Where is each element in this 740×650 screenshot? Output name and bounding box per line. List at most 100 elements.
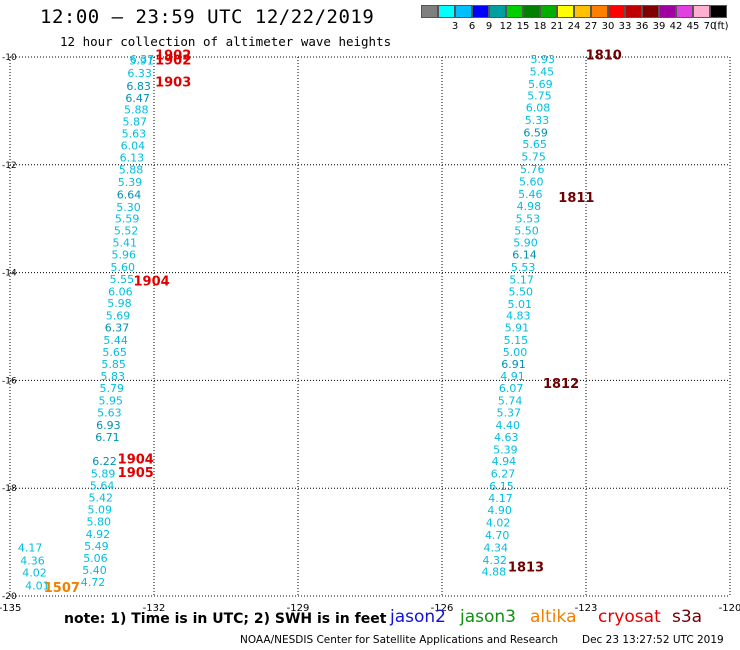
wave-height-value: 5.33 bbox=[525, 114, 550, 127]
wave-height-value: 5.46 bbox=[518, 188, 543, 201]
wave-height-value: 6.64 bbox=[117, 188, 142, 201]
wave-height-value: 5.42 bbox=[88, 491, 113, 504]
scale-label: 42 bbox=[669, 21, 683, 32]
wave-height-value: 5.50 bbox=[508, 285, 533, 298]
wave-height-value: 5.90 bbox=[513, 236, 538, 249]
wave-height-value: 5.01 bbox=[508, 298, 533, 311]
wave-height-value: 4.90 bbox=[487, 504, 512, 517]
wave-height-value: 5.69 bbox=[106, 310, 131, 323]
pass-time-label: 1507 bbox=[44, 581, 80, 596]
pass-time-label: 1903 bbox=[155, 75, 191, 90]
pass-time-label: 1902 bbox=[155, 54, 191, 69]
scale-label: 3 bbox=[451, 21, 459, 32]
wave-height-value: 4.40 bbox=[496, 419, 521, 432]
wave-height-value: 6.33 bbox=[127, 67, 152, 80]
scale-label: 12 bbox=[499, 21, 513, 32]
wave-height-value: 6.13 bbox=[120, 152, 145, 165]
wave-height-value: 5.06 bbox=[83, 552, 108, 565]
wave-height-value: 5.88 bbox=[119, 164, 144, 177]
wave-height-value: 6.22 bbox=[92, 455, 117, 468]
wave-height-value: 6.83 bbox=[126, 80, 151, 93]
wave-height-value: 5.95 bbox=[99, 394, 124, 407]
lon-tick-label: -123 bbox=[575, 603, 598, 614]
pass-time-label: 1904 bbox=[134, 275, 170, 290]
wave-height-value: 4.63 bbox=[494, 431, 519, 444]
wave-height-value: 5.39 bbox=[118, 176, 143, 189]
wave-height-value: 6.59 bbox=[523, 126, 548, 139]
scale-swatch bbox=[523, 5, 540, 18]
wave-height-value: 5.39 bbox=[493, 443, 518, 456]
wave-height-value: 6.07 bbox=[499, 382, 524, 395]
scale-swatch bbox=[557, 5, 574, 18]
scale-swatch bbox=[642, 5, 659, 18]
scale-swatch bbox=[506, 5, 523, 18]
scale-swatch bbox=[659, 5, 676, 18]
wave-height-value: 5.15 bbox=[504, 334, 529, 347]
scale-label: 24 bbox=[567, 21, 581, 32]
wave-height-value: 4.01 bbox=[25, 580, 50, 593]
lon-tick-label: -135 bbox=[0, 603, 21, 614]
wave-height-value: 5.53 bbox=[516, 213, 541, 226]
wave-height-value: 6.27 bbox=[491, 468, 516, 481]
wave-height-value: 6.71 bbox=[95, 431, 120, 444]
scale-swatch bbox=[489, 5, 506, 18]
wave-height-value: 5.69 bbox=[528, 78, 553, 91]
wave-height-value: 4.02 bbox=[22, 567, 47, 580]
wave-height-value: 5.91 bbox=[505, 322, 530, 335]
lon-tick-label: -129 bbox=[287, 603, 310, 614]
wave-height-value: 4.88 bbox=[482, 566, 507, 579]
wave-height-value: 5.89 bbox=[91, 468, 116, 481]
wave-height-value: 5.74 bbox=[498, 394, 523, 407]
scale-swatch bbox=[591, 5, 608, 18]
pass-time-label: 1904 bbox=[118, 453, 154, 468]
wave-height-value: 6.04 bbox=[121, 139, 146, 152]
wave-height-value: 5.45 bbox=[530, 65, 555, 78]
wave-height-value: 5.09 bbox=[88, 504, 113, 517]
wave-height-value: 4.34 bbox=[484, 541, 509, 554]
wave-height-value: 4.83 bbox=[506, 310, 531, 323]
wave-height-value: 4.70 bbox=[485, 529, 510, 542]
scale-swatch bbox=[540, 5, 557, 18]
wave-height-value: 5.59 bbox=[115, 213, 140, 226]
wave-height-value: 5.63 bbox=[97, 407, 122, 420]
scale-label: 15 bbox=[516, 21, 530, 32]
scale-swatch bbox=[438, 5, 455, 18]
wave-height-value: 6.47 bbox=[125, 92, 150, 105]
scale-label: 21 bbox=[550, 21, 564, 32]
wave-height-value: 5.52 bbox=[114, 224, 139, 237]
wave-height-value: 4.36 bbox=[20, 554, 45, 567]
wave-height-value: 6.93 bbox=[96, 419, 121, 432]
wave-height-value: 4.02 bbox=[486, 517, 511, 530]
pass-time-label: 1813 bbox=[508, 560, 544, 575]
scale-label: 27 bbox=[584, 21, 598, 32]
wave-height-value: 5.65 bbox=[522, 138, 547, 151]
wave-height-value: 5.30 bbox=[116, 201, 141, 214]
wave-height-value: 4.17 bbox=[18, 541, 43, 554]
lat-tick-label: -16 bbox=[2, 376, 17, 386]
wave-height-value: 6.06 bbox=[108, 285, 133, 298]
legend-jason3: jason3 bbox=[460, 607, 516, 627]
scale-label: 36 bbox=[635, 21, 649, 32]
scale-swatch bbox=[676, 5, 693, 18]
lat-tick-label: -18 bbox=[2, 484, 17, 494]
wave-height-value: 4.72 bbox=[81, 576, 106, 589]
scale-swatch bbox=[710, 5, 727, 18]
scale-swatch bbox=[472, 5, 489, 18]
wave-height-value: 5.75 bbox=[521, 151, 546, 164]
scale-label: 70 bbox=[703, 21, 717, 32]
wave-height-value: 5.50 bbox=[514, 224, 539, 237]
wave-height-value: 4.94 bbox=[492, 455, 517, 468]
wave-height-value: 6.14 bbox=[512, 249, 537, 262]
scale-swatch bbox=[608, 5, 625, 18]
wave-height-value: 5.79 bbox=[100, 382, 125, 395]
lon-tick-label: -132 bbox=[143, 603, 166, 614]
wave-height-value: 5.64 bbox=[90, 479, 115, 492]
wave-height-value: 5.55 bbox=[110, 273, 135, 286]
wave-height-value: 5.17 bbox=[509, 274, 534, 287]
pass-time-label: 1812 bbox=[543, 377, 579, 392]
scale-label: 9 bbox=[485, 21, 493, 32]
wave-height-value: 5.60 bbox=[519, 175, 544, 188]
note-text: note: 1) Time is in UTC; 2) SWH is in fe… bbox=[64, 611, 387, 627]
chart-title: 12:00 – 23:59 UTC 12/22/2019 bbox=[40, 6, 375, 28]
